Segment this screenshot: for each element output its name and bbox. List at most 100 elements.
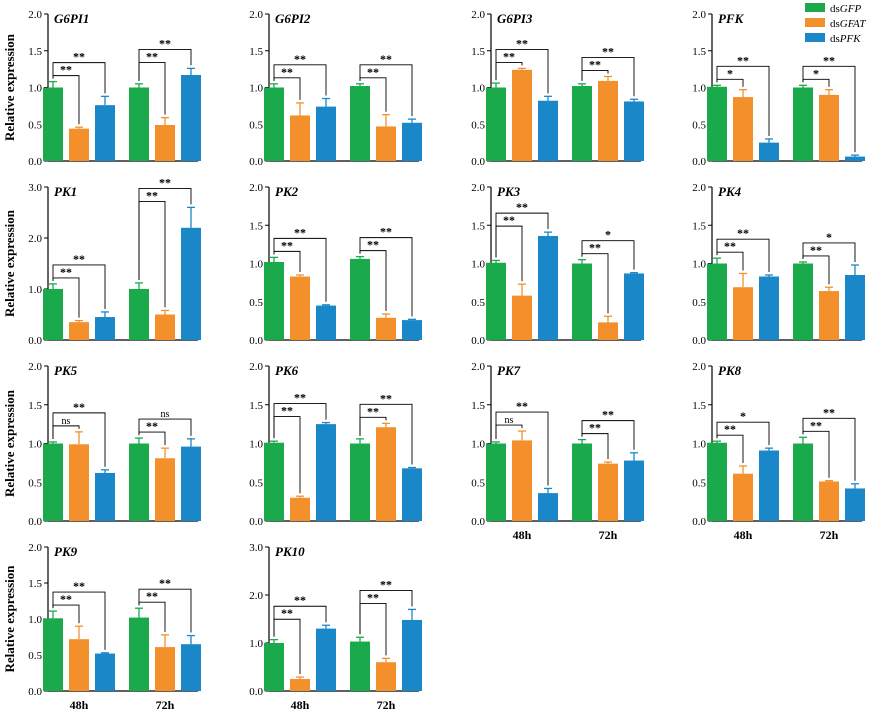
y-tick-label: 1.0 <box>249 83 263 95</box>
significance-label: * <box>605 228 611 242</box>
bar-dsgfat-72h <box>376 427 396 521</box>
significance-label: ** <box>294 52 306 66</box>
y-tick-label: 2.0 <box>471 182 485 194</box>
bar-dsgfp-48h <box>486 443 506 521</box>
y-tick-label: 1.5 <box>28 46 42 58</box>
significance-label: ** <box>380 52 392 66</box>
significance-label: ** <box>146 589 158 603</box>
significance-bracket <box>52 264 106 309</box>
y-tick-label: 0.5 <box>692 119 706 131</box>
bar-dsgfp-48h <box>264 643 284 691</box>
bar-dsgfp-72h <box>350 258 370 340</box>
bar-dsgfat-48h <box>69 322 89 340</box>
bar-dspfk-72h <box>845 488 865 521</box>
bar-dsgfat-72h <box>819 481 839 521</box>
chart-panel-pk2: 0.00.51.01.52.0 PK2******** <box>249 182 422 347</box>
y-tick-label: 1.0 <box>249 439 263 451</box>
y-tick-label: 0.0 <box>692 516 706 528</box>
significance-label: ** <box>503 49 515 63</box>
bar-dsgfat-72h <box>598 322 618 340</box>
y-tick-label: 3.0 <box>249 542 263 554</box>
significance-bracket <box>138 418 192 436</box>
bar-dsgfp-72h <box>793 443 813 521</box>
significance-label: ** <box>281 404 293 418</box>
significance-bracket <box>716 65 770 136</box>
chart-panel-g6pi1: 0.00.51.01.52.0 G6PI1**** ****Relative exp… <box>2 9 201 168</box>
significance-label: ** <box>73 252 85 266</box>
significance-bracket <box>52 412 106 467</box>
y-tick-label: 0.5 <box>692 297 706 309</box>
y-tick-label: 2.0 <box>471 361 485 373</box>
y-tick-label: 0.0 <box>28 516 42 528</box>
y-tick-label: 2.0 <box>28 361 42 373</box>
bar-dspfk-72h <box>402 320 422 340</box>
significance-label: ns <box>161 409 170 420</box>
y-tick-label: 0.5 <box>692 477 706 489</box>
bar-dsgfp-48h <box>43 87 63 161</box>
legend-swatch <box>805 3 825 12</box>
chart-panel-pfk: 0.00.51.01.52.0 PFK****** <box>692 9 865 168</box>
significance-label: ** <box>724 239 736 253</box>
y-tick-label: 1.0 <box>471 259 485 271</box>
bar-dsgfp-72h <box>350 443 370 521</box>
bar-dspfk-72h <box>402 619 422 691</box>
bar-dsgfp-48h <box>43 618 63 691</box>
panel-title: PK8 <box>718 363 742 378</box>
significance-label: ** <box>146 419 158 433</box>
bar-dspfk-48h <box>95 105 115 161</box>
significance-label: ** <box>146 188 158 202</box>
significance-bracket <box>802 417 856 481</box>
y-tick-label: 0.5 <box>249 477 263 489</box>
y-tick-label: 1.5 <box>692 400 706 412</box>
bar-dsgfp-72h <box>572 86 592 161</box>
bar-dsgfat-72h <box>819 291 839 340</box>
y-tick-label: 2.0 <box>28 9 42 21</box>
significance-bracket <box>716 238 770 272</box>
significance-label: ** <box>281 606 293 620</box>
bar-dspfk-48h <box>95 317 115 340</box>
significance-bracket <box>138 48 192 81</box>
y-axis-label: Relative expression <box>2 209 17 317</box>
significance-bracket <box>52 62 106 94</box>
bar-dspfk-48h <box>759 276 779 340</box>
significance-label: ** <box>159 36 171 50</box>
significance-label: ** <box>281 65 293 79</box>
y-tick-label: 0.5 <box>471 119 485 131</box>
bar-dspfk-48h <box>95 653 115 691</box>
y-tick-label: 1.0 <box>692 83 706 95</box>
bar-dspfk-48h <box>538 493 558 521</box>
y-tick-label: 2.0 <box>249 182 263 194</box>
significance-bracket <box>359 403 413 465</box>
significance-bracket <box>138 187 192 280</box>
bar-dspfk-48h <box>538 100 558 161</box>
panel-title: PK2 <box>275 184 299 199</box>
significance-label: * <box>826 230 832 244</box>
significance-bracket <box>716 421 770 446</box>
y-tick-label: 1.5 <box>471 220 485 232</box>
bar-dsgfat-48h <box>69 444 89 521</box>
x-category-label: 72h <box>599 528 618 542</box>
bar-dsgfat-72h <box>155 124 175 161</box>
significance-label: * <box>740 409 746 423</box>
bar-dsgfp-72h <box>129 443 149 521</box>
x-category-label: 48h <box>291 698 310 712</box>
y-axis-label: Relative expression <box>2 389 17 497</box>
significance-label: ** <box>73 400 85 414</box>
bar-dspfk-48h <box>95 472 115 521</box>
x-category-label: 48h <box>734 528 753 542</box>
y-tick-label: 0.0 <box>692 335 706 347</box>
y-tick-label: 0.0 <box>249 686 263 698</box>
panel-title: PK9 <box>54 544 78 559</box>
chart-panel-pk6: 0.00.51.01.52.0 PK6******** <box>249 361 422 528</box>
panel-title: PK3 <box>497 184 521 199</box>
bar-dsgfat-48h <box>733 97 753 161</box>
y-tick-label: 1.5 <box>471 46 485 58</box>
significance-label: ** <box>73 50 85 64</box>
panel-title: G6PI3 <box>497 11 533 26</box>
bar-dsgfp-72h <box>572 263 592 340</box>
chart-panel-pk1: 0.01.02.03.0 PK1********Relative expressi… <box>2 175 201 347</box>
significance-label: ** <box>367 590 379 604</box>
